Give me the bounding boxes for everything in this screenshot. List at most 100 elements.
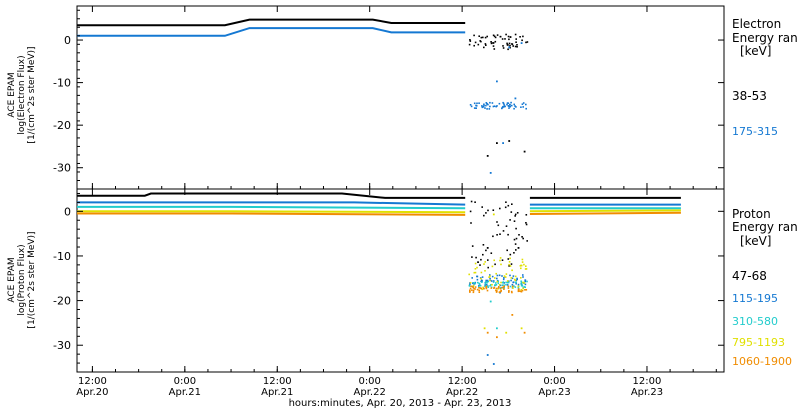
series-point-115-195 <box>474 281 477 284</box>
series-point-310-580 <box>478 282 480 285</box>
series-point-795-1193 <box>476 266 478 269</box>
series-outlier-115-195 <box>492 363 495 365</box>
series-point-115-195 <box>511 283 514 286</box>
series-point-1060-1900 <box>521 289 524 292</box>
electron-y-label-line2: log(Electron Flux) <box>17 55 27 134</box>
series-point-47-68 <box>482 244 485 246</box>
series-point-310-580 <box>501 284 504 286</box>
series-point-47-68 <box>507 204 510 207</box>
series-point-47-68 <box>525 222 527 224</box>
series-point-47-68 <box>501 259 504 261</box>
series-outlier-175-315 <box>520 42 523 44</box>
proton-y-label-line1: ACE EPAM <box>7 257 17 302</box>
series-point-47-68 <box>510 211 513 213</box>
electron-legend-title-1: Electron <box>732 17 781 31</box>
series-point-175-315 <box>514 105 516 107</box>
series-point-115-195 <box>499 284 502 287</box>
proton-legend-title-2: Energy ran <box>732 220 798 234</box>
series-point-38-53 <box>504 38 506 40</box>
y-tick-label: -30 <box>53 339 71 352</box>
series-point-1060-1900 <box>470 285 472 288</box>
series-point-115-195 <box>516 277 518 280</box>
series-point-310-580 <box>484 283 487 285</box>
series-point-115-195 <box>481 276 484 278</box>
series-point-795-1193 <box>525 268 528 270</box>
series-point-1060-1900 <box>496 290 498 292</box>
series-point-795-1193 <box>511 269 513 272</box>
series-point-175-315 <box>476 102 478 105</box>
series-point-310-580 <box>520 281 523 284</box>
series-point-1060-1900 <box>503 288 505 290</box>
series-point-38-53 <box>508 42 511 45</box>
series-point-175-315 <box>510 101 512 104</box>
series-point-310-580 <box>484 285 486 288</box>
series-point-47-68 <box>487 259 489 261</box>
series-point-38-53 <box>473 44 475 47</box>
series-point-38-53 <box>490 42 493 45</box>
series-outlier-38-53 <box>523 150 526 153</box>
series-point-1060-1900 <box>478 287 480 289</box>
series-point-1060-1900 <box>510 290 513 293</box>
x-tick-label-time: 12:00 <box>78 376 107 387</box>
series-point-38-53 <box>469 40 472 42</box>
series-point-47-68 <box>521 236 523 238</box>
series-point-47-68 <box>514 243 517 245</box>
series-point-175-315 <box>522 102 525 104</box>
series-outlier-175-315 <box>514 97 517 100</box>
series-outlier-1060-1900 <box>496 336 498 339</box>
series-line-795-1193 <box>77 210 466 214</box>
series-point-795-1193 <box>521 258 524 261</box>
series-point-1060-1900 <box>472 286 474 289</box>
series-point-310-580 <box>524 286 526 288</box>
series-point-1060-1900 <box>508 290 510 292</box>
series-point-38-53 <box>525 41 527 44</box>
series-point-310-580 <box>497 282 500 284</box>
series-point-310-580 <box>497 280 499 283</box>
series-point-47-68 <box>511 203 513 205</box>
series-point-38-53 <box>496 34 499 36</box>
series-point-175-315 <box>508 107 510 109</box>
series-point-47-68 <box>469 210 472 213</box>
electron-panel-frame <box>76 5 725 190</box>
series-point-175-315 <box>483 104 485 107</box>
series-outlier-47-68 <box>486 247 489 249</box>
series-point-795-1193 <box>496 280 499 283</box>
series-point-1060-1900 <box>497 287 500 289</box>
electron-y-axis-label: ACE EPAM log(Electron Flux) [1/(cm^2s st… <box>7 46 37 143</box>
series-point-795-1193 <box>494 277 496 279</box>
series-point-115-195 <box>498 274 501 277</box>
series-point-175-315 <box>513 103 515 106</box>
x-tick-label-date: Apr.22 <box>354 387 386 398</box>
series-outlier-115-195 <box>486 354 489 356</box>
series-outlier-795-1193 <box>520 327 523 330</box>
series-point-1060-1900 <box>495 287 498 290</box>
series-line-1060-1900 <box>529 211 681 215</box>
y-tick-label: -10 <box>53 250 71 263</box>
series-point-1060-1900 <box>478 289 480 292</box>
series-point-310-580 <box>506 281 509 284</box>
series-point-310-580 <box>487 285 489 287</box>
series-point-175-315 <box>481 105 483 107</box>
series-point-175-315 <box>503 104 505 106</box>
series-point-115-195 <box>508 280 510 282</box>
series-point-795-1193 <box>519 265 522 267</box>
series-point-115-195 <box>512 281 515 283</box>
series-point-47-68 <box>482 253 484 256</box>
series-point-175-315 <box>470 105 473 108</box>
series-point-47-68 <box>513 252 515 254</box>
proton-y-label-line2: log(Proton Flux) <box>17 244 27 315</box>
series-point-175-315 <box>482 106 485 108</box>
series-point-47-68 <box>509 219 511 221</box>
series-point-115-195 <box>469 283 471 285</box>
series-point-795-1193 <box>482 286 484 289</box>
series-point-175-315 <box>493 105 496 107</box>
y-tick-label: -30 <box>53 162 71 175</box>
series-point-795-1193 <box>520 289 523 291</box>
series-point-1060-1900 <box>499 290 502 293</box>
electron-data-layer <box>77 18 529 174</box>
x-tick-label-date: Apr.21 <box>169 387 201 398</box>
series-point-47-68 <box>496 221 498 223</box>
series-outlier-175-315 <box>508 46 511 49</box>
series-point-795-1193 <box>480 271 483 274</box>
series-point-310-580 <box>484 281 487 283</box>
